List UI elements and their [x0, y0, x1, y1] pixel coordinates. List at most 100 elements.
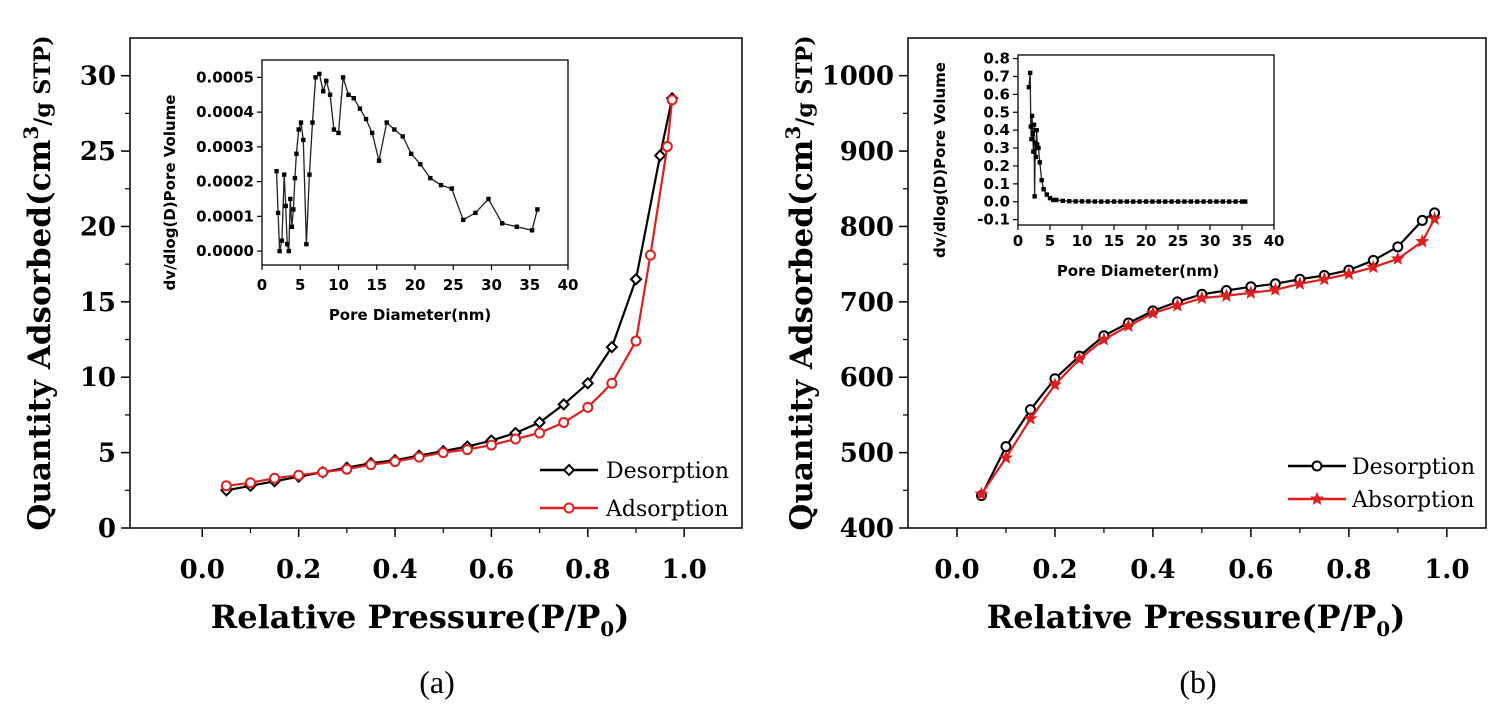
inset-data-point [1163, 199, 1168, 204]
inset-data-point [1099, 199, 1104, 204]
inset-x-tick-label: 15 [1104, 232, 1125, 250]
inset-data-point [1031, 149, 1036, 154]
inset-y-tick-label: 0.4 [983, 121, 1010, 139]
inset-data-point [1243, 199, 1248, 204]
data-point-adsorption [485, 439, 497, 451]
inset-data-point [384, 120, 389, 125]
data-point-adsorption [606, 377, 618, 389]
inset-data-point [275, 210, 281, 216]
inset-data-point [331, 127, 337, 132]
data-point-desorption [581, 376, 595, 390]
y-axis-title: Quantity Adsorbed(cm3/g STP) [19, 35, 58, 530]
inset-data-point [317, 71, 322, 77]
data-point-adsorption [317, 466, 329, 478]
inset-data-point [460, 217, 466, 223]
inset-data-point [1034, 127, 1039, 133]
inset-y-tick-label: 0.0000 [196, 242, 254, 260]
data-point-adsorption [220, 480, 232, 492]
inset-data-point [1233, 199, 1238, 204]
inset-data-point [428, 175, 433, 181]
inset-data-point [1041, 187, 1046, 192]
inset-y-tick-label: 0.0005 [196, 68, 254, 86]
y-tick-label: 400 [840, 514, 894, 544]
x-tick-label: 0.6 [1228, 555, 1273, 585]
y-tick-label: 25 [80, 137, 116, 167]
inset-data-point [376, 158, 382, 163]
inset-y-axis-title: dv/dlog(D)Pore Volume [931, 62, 949, 258]
inset-data-point [1037, 160, 1042, 165]
y-tick-label: 1000 [822, 62, 894, 92]
panel-label: (a) [419, 664, 455, 700]
inset-frame [1017, 54, 1275, 226]
inset-data-point [1227, 199, 1232, 204]
inset-data-point [1060, 198, 1065, 204]
inset-data-point [1092, 199, 1097, 204]
inset-data-point [288, 196, 293, 202]
plot-frame [129, 37, 743, 529]
data-point-absorption [1121, 318, 1136, 332]
inset-data-point [1188, 199, 1193, 204]
inset-y-tick-label: 0.5 [983, 103, 1010, 121]
data-point-desorption [629, 272, 643, 286]
legend-label: Adsorption [605, 497, 728, 522]
inset-frame [261, 59, 569, 266]
inset-data-point [357, 106, 363, 111]
data-point-adsorption [666, 94, 678, 106]
inset-data-point [277, 248, 282, 254]
inset-data-point [301, 137, 306, 143]
inset-data-point [324, 78, 329, 84]
data-point-absorption [1096, 332, 1111, 346]
x-axis-title: Relative Pressure(P/P0) [987, 598, 1406, 641]
panel-a: 0.0 0.2 0.4 0.6 0.8 1.0 0 5 10 15 20 25 30 Relative P… [19, 35, 743, 700]
inset-x-tick-label: 35 [519, 276, 540, 294]
inset-data-point [1032, 194, 1037, 199]
data-point-adsorption [630, 335, 642, 347]
y-tick-label: 700 [840, 288, 894, 318]
series-line-absorption [980, 218, 1436, 495]
inset-data-point [1067, 199, 1072, 204]
inset-data-point [418, 162, 423, 167]
inset-data-point [408, 151, 414, 157]
y-tick-label: 800 [840, 212, 894, 242]
inset-y-tick-label: 0.1 [983, 175, 1010, 193]
inset-data-point [294, 151, 299, 157]
y-tick-label: 10 [80, 363, 116, 393]
inset-data-point [336, 130, 341, 136]
inset-data-point [1028, 124, 1033, 129]
data-point-desorption [533, 416, 547, 429]
y-tick-label: 30 [80, 62, 116, 92]
legend-marker [1311, 460, 1323, 472]
inset-x-tick-label: 40 [1264, 232, 1285, 250]
inset-data-point [486, 196, 491, 202]
inset-x-tick-label: 20 [405, 276, 426, 294]
inset-data-point [1169, 199, 1174, 204]
inset-data-point [1027, 70, 1033, 76]
inset-data-point [321, 89, 326, 94]
inset-data-point [1026, 85, 1032, 90]
x-tick-label: 1.0 [662, 555, 707, 585]
inset-data-point [369, 130, 375, 136]
panel-label: (b) [1179, 664, 1216, 700]
y-tick-label: 500 [840, 439, 894, 469]
data-point-absorption [1194, 290, 1209, 304]
data-point-adsorption [269, 472, 281, 484]
inset-x-tick-label: 5 [1045, 232, 1055, 250]
inset-data-point [307, 172, 312, 177]
inset-data-point [1047, 195, 1053, 201]
inset-data-point [1036, 145, 1041, 151]
inset-data-point [1207, 199, 1213, 204]
inset-y-tick-label: 0.0002 [196, 173, 254, 191]
data-point-absorption [1145, 305, 1160, 320]
inset-data-point [291, 207, 296, 212]
data-point-absorption [1243, 285, 1258, 299]
inset-x-tick-label: 15 [366, 276, 387, 294]
data-point-desorption [653, 149, 667, 163]
x-tick-label: 0.2 [1032, 555, 1077, 585]
inset-data-point [1111, 199, 1117, 204]
data-point-absorption [1341, 266, 1356, 280]
inset-data-point [1105, 199, 1110, 204]
inset-data-point [327, 92, 333, 97]
inset-x-tick-label: 0 [257, 276, 267, 294]
y-tick-label: 0 [98, 514, 116, 544]
